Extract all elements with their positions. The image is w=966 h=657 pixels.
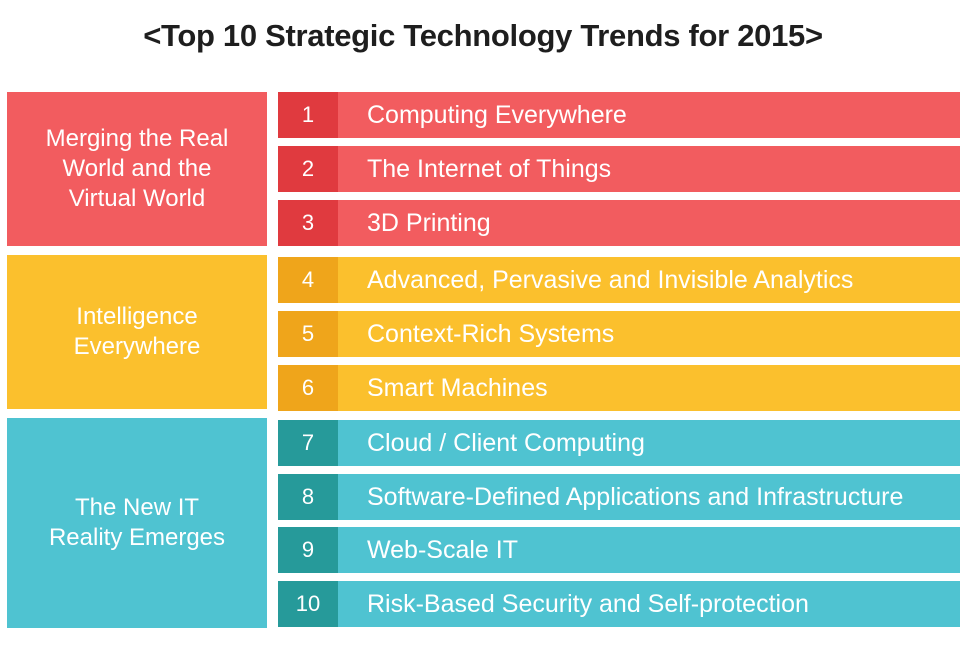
trend-row-10: 10 Risk-Based Security and Self-protecti… [278,581,960,627]
trend-row-2: 2 The Internet of Things [278,146,960,192]
trend-number: 6 [278,365,338,411]
trend-number: 3 [278,200,338,246]
group-label: Merging the Real World and the Virtual W… [45,125,229,212]
trend-row-9: 9 Web-Scale IT [278,527,960,573]
trend-number: 5 [278,311,338,357]
trend-row-1: 1 Computing Everywhere [278,92,960,138]
trend-label: Risk-Based Security and Self-protection [338,581,960,627]
trend-label: Cloud / Client Computing [338,420,960,466]
trend-label: Software-Defined Applications and Infras… [338,474,960,520]
trend-row-4: 4 Advanced, Pervasive and Invisible Anal… [278,257,960,303]
trend-row-7: 7 Cloud / Client Computing [278,420,960,466]
trend-label: Smart Machines [338,365,960,411]
trend-row-8: 8 Software-Defined Applications and Infr… [278,474,960,520]
trend-label: Web-Scale IT [338,527,960,573]
trend-number: 7 [278,420,338,466]
trend-number: 8 [278,474,338,520]
trend-label: Advanced, Pervasive and Invisible Analyt… [338,257,960,303]
trend-label: Context-Rich Systems [338,311,960,357]
trend-number: 10 [278,581,338,627]
trend-row-6: 6 Smart Machines [278,365,960,411]
trend-label: Computing Everywhere [338,92,960,138]
trend-label: 3D Printing [338,200,960,246]
group-merging-real-virtual: Merging the Real World and the Virtual W… [7,92,267,246]
trend-number: 9 [278,527,338,573]
trend-row-3: 3 3D Printing [278,200,960,246]
group-label: Intelligence Everywhere [73,303,201,360]
group-new-it-reality: The New IT Reality Emerges [7,418,267,628]
trend-row-5: 5 Context-Rich Systems [278,311,960,357]
group-label: The New IT Reality Emerges [48,494,226,551]
trend-number: 2 [278,146,338,192]
trend-number: 4 [278,257,338,303]
group-intelligence-everywhere: Intelligence Everywhere [7,255,267,409]
page-title: <Top 10 Strategic Technology Trends for … [143,18,823,53]
trend-number: 1 [278,92,338,138]
trend-label: The Internet of Things [338,146,960,192]
